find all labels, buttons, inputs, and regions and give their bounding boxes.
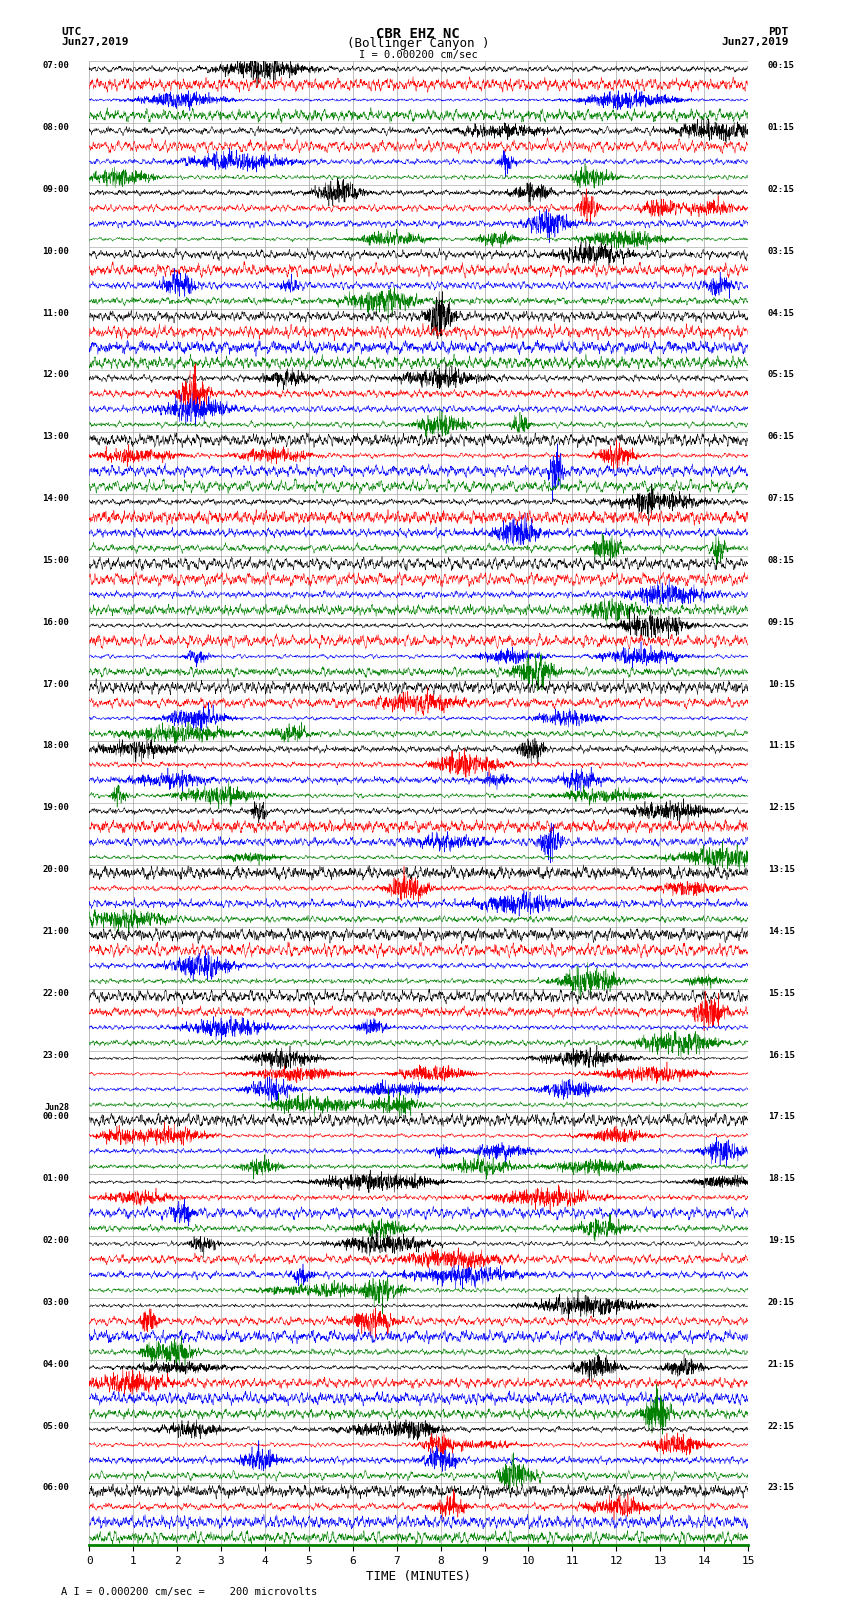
Text: 17:00: 17:00: [42, 679, 70, 689]
Text: 16:00: 16:00: [42, 618, 70, 627]
Text: 01:00: 01:00: [42, 1174, 70, 1184]
Text: 18:15: 18:15: [768, 1174, 795, 1184]
Text: 17:15: 17:15: [768, 1113, 795, 1121]
Text: 04:15: 04:15: [768, 308, 795, 318]
Text: 13:00: 13:00: [42, 432, 70, 442]
Text: 10:15: 10:15: [768, 679, 795, 689]
Text: 20:00: 20:00: [42, 865, 70, 874]
Text: 08:15: 08:15: [768, 556, 795, 565]
Text: 20:15: 20:15: [768, 1298, 795, 1307]
Text: 12:00: 12:00: [42, 371, 70, 379]
Text: 04:00: 04:00: [42, 1360, 70, 1369]
Text: 21:15: 21:15: [768, 1360, 795, 1369]
Text: 03:00: 03:00: [42, 1298, 70, 1307]
Text: I = 0.000200 cm/sec: I = 0.000200 cm/sec: [359, 50, 478, 60]
Text: 19:00: 19:00: [42, 803, 70, 813]
Text: 23:00: 23:00: [42, 1050, 70, 1060]
Text: 12:15: 12:15: [768, 803, 795, 813]
Text: 18:00: 18:00: [42, 742, 70, 750]
Text: Jun28: Jun28: [44, 1103, 70, 1111]
Text: 15:15: 15:15: [768, 989, 795, 998]
Text: 00:00: 00:00: [42, 1113, 70, 1121]
Text: 15:00: 15:00: [42, 556, 70, 565]
Text: 16:15: 16:15: [768, 1050, 795, 1060]
Text: 03:15: 03:15: [768, 247, 795, 256]
Text: 21:00: 21:00: [42, 927, 70, 936]
X-axis label: TIME (MINUTES): TIME (MINUTES): [366, 1569, 471, 1582]
Text: 07:15: 07:15: [768, 494, 795, 503]
Text: 01:15: 01:15: [768, 123, 795, 132]
Text: 05:00: 05:00: [42, 1421, 70, 1431]
Text: 07:00: 07:00: [42, 61, 70, 71]
Text: 11:00: 11:00: [42, 308, 70, 318]
Text: PDT: PDT: [768, 27, 789, 37]
Text: 00:15: 00:15: [768, 61, 795, 71]
Text: 22:15: 22:15: [768, 1421, 795, 1431]
Text: 05:15: 05:15: [768, 371, 795, 379]
Text: UTC: UTC: [61, 27, 82, 37]
Text: Jun27,2019: Jun27,2019: [61, 37, 128, 47]
Text: 11:15: 11:15: [768, 742, 795, 750]
Text: 02:15: 02:15: [768, 185, 795, 194]
Text: CBR EHZ NC: CBR EHZ NC: [377, 27, 460, 42]
Text: 13:15: 13:15: [768, 865, 795, 874]
Text: 08:00: 08:00: [42, 123, 70, 132]
Text: 09:15: 09:15: [768, 618, 795, 627]
Text: 06:00: 06:00: [42, 1484, 70, 1492]
Text: 14:00: 14:00: [42, 494, 70, 503]
Text: 10:00: 10:00: [42, 247, 70, 256]
Text: 06:15: 06:15: [768, 432, 795, 442]
Text: 09:00: 09:00: [42, 185, 70, 194]
Text: 14:15: 14:15: [768, 927, 795, 936]
Text: 02:00: 02:00: [42, 1236, 70, 1245]
Text: 19:15: 19:15: [768, 1236, 795, 1245]
Text: 22:00: 22:00: [42, 989, 70, 998]
Text: A I = 0.000200 cm/sec =    200 microvolts: A I = 0.000200 cm/sec = 200 microvolts: [61, 1587, 317, 1597]
Text: Jun27,2019: Jun27,2019: [722, 37, 789, 47]
Text: (Bollinger Canyon ): (Bollinger Canyon ): [347, 37, 490, 50]
Text: 23:15: 23:15: [768, 1484, 795, 1492]
